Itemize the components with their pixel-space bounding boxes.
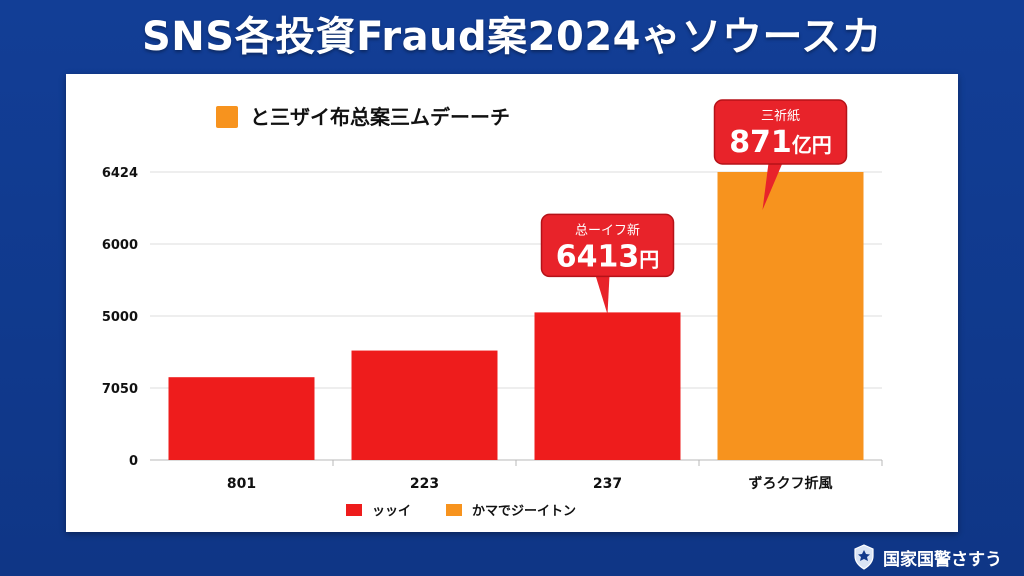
callout-value-number: 6413 [556, 239, 640, 274]
x-tick-label: 237 [593, 476, 622, 492]
callout-value: 871亿円 [729, 125, 832, 160]
footer-org-name: 国家国警さすう [883, 549, 1002, 570]
legend-swatch [446, 504, 462, 516]
x-tick-label: 801 [227, 476, 256, 492]
bar [168, 377, 315, 460]
x-tick-label: ずろクフ折風 [749, 475, 833, 492]
y-tick-label: 6000 [102, 238, 138, 253]
y-tick-label: 7050 [102, 382, 138, 397]
callout-pointer [762, 163, 783, 210]
bar-chart: 0 7050 5000 6000 6424 801 223 237 ずろクフ折風 と三ザイ布总案三… [102, 99, 883, 519]
x-tick-label: 223 [410, 476, 439, 492]
callout-value-unit: 円 [639, 247, 659, 271]
callout-value: 6413円 [556, 239, 660, 274]
callout-box [540, 213, 675, 278]
legend-swatch [346, 504, 362, 516]
callout-value-number: 871 [729, 125, 792, 160]
chart-panel: 0 7050 5000 6000 6424 801 223 237 ずろクフ折風 と三ザイ布总案三… [66, 74, 958, 532]
callout-value-unit: 亿円 [792, 133, 832, 157]
callout-box [713, 99, 848, 165]
police-badge-icon [854, 544, 874, 570]
callout-caption: 三祈紙 [761, 109, 800, 124]
legend-top-label: と三ザイ布总案三ムデーーチ [250, 105, 510, 129]
callout-pointer [595, 275, 610, 315]
callout-caption: 总ーイフ新 [575, 222, 640, 238]
bar [534, 312, 681, 460]
bar [717, 172, 864, 460]
footer-logo: 国家国警さすう [853, 544, 1002, 570]
bar [351, 350, 498, 460]
legend-label: かマでジーイトン [472, 504, 576, 519]
legend-label: ッッイ [372, 504, 411, 519]
y-tick-label: 5000 [102, 310, 138, 325]
y-tick-label: 0 [129, 454, 138, 469]
legend-top-swatch [216, 106, 238, 128]
y-tick-label: 6424 [102, 166, 138, 181]
main-title: SNS各投資Fraud案2024ゃソウースカ [141, 14, 882, 60]
